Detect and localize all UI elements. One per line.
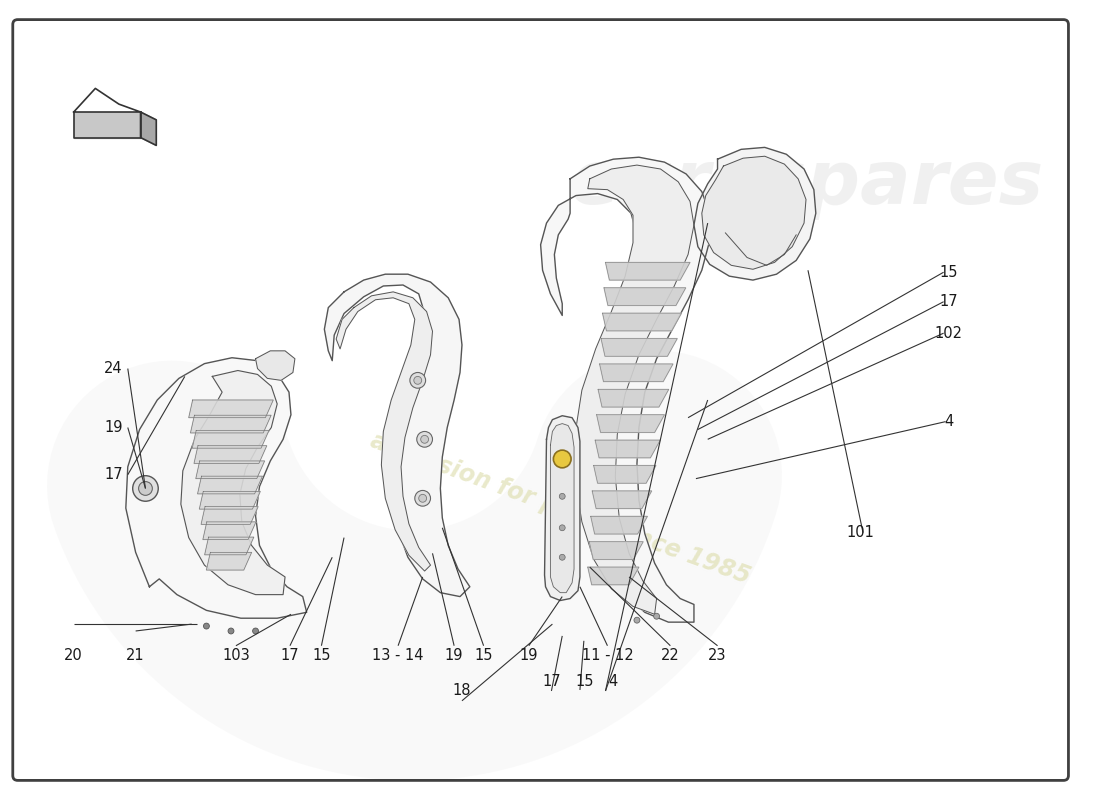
Circle shape: [559, 554, 565, 560]
Text: 18: 18: [453, 683, 471, 698]
Text: 19: 19: [104, 420, 123, 435]
Polygon shape: [594, 466, 656, 483]
Text: 11 - 12: 11 - 12: [582, 648, 634, 663]
Polygon shape: [189, 400, 273, 418]
Text: 17: 17: [939, 294, 958, 310]
Polygon shape: [601, 338, 678, 356]
Polygon shape: [587, 567, 639, 585]
Polygon shape: [591, 516, 648, 534]
Polygon shape: [207, 552, 252, 570]
Polygon shape: [702, 156, 806, 270]
Polygon shape: [592, 491, 651, 509]
Polygon shape: [196, 461, 265, 478]
Text: a passion for parts since 1985: a passion for parts since 1985: [367, 428, 754, 588]
Polygon shape: [74, 112, 141, 138]
Polygon shape: [205, 537, 254, 555]
Polygon shape: [141, 112, 156, 146]
Polygon shape: [192, 430, 268, 448]
Text: 23: 23: [708, 648, 727, 663]
Polygon shape: [74, 89, 141, 112]
Polygon shape: [598, 390, 669, 407]
Polygon shape: [194, 446, 267, 463]
Polygon shape: [180, 370, 285, 594]
Text: 20: 20: [64, 648, 84, 663]
Circle shape: [634, 618, 640, 623]
Text: 15: 15: [939, 265, 958, 280]
Text: 101: 101: [846, 525, 874, 540]
Text: 22: 22: [661, 648, 680, 663]
Polygon shape: [694, 147, 816, 280]
Text: 102: 102: [935, 326, 962, 341]
Text: 24: 24: [104, 361, 123, 376]
Polygon shape: [190, 415, 271, 433]
Circle shape: [419, 494, 427, 502]
Circle shape: [559, 494, 565, 499]
Circle shape: [133, 476, 158, 502]
Text: eurospares: eurospares: [569, 147, 1043, 220]
Polygon shape: [600, 364, 673, 382]
Polygon shape: [199, 491, 261, 509]
Text: 15: 15: [575, 674, 594, 689]
Text: 21: 21: [126, 648, 145, 663]
Polygon shape: [540, 158, 710, 622]
Text: 4: 4: [608, 674, 618, 689]
Polygon shape: [595, 440, 660, 458]
Polygon shape: [125, 358, 307, 618]
Text: 17: 17: [104, 467, 123, 482]
Polygon shape: [596, 414, 664, 433]
Circle shape: [414, 377, 421, 384]
Text: 17: 17: [542, 674, 561, 689]
Circle shape: [228, 628, 234, 634]
Polygon shape: [604, 288, 685, 306]
Circle shape: [204, 623, 209, 629]
Circle shape: [553, 450, 571, 468]
Polygon shape: [198, 476, 263, 494]
Polygon shape: [603, 313, 682, 331]
Circle shape: [410, 373, 426, 388]
Circle shape: [417, 431, 432, 447]
Polygon shape: [590, 542, 644, 559]
Polygon shape: [324, 274, 470, 597]
Circle shape: [415, 490, 430, 506]
Text: 19: 19: [519, 648, 538, 663]
Text: 17: 17: [280, 648, 299, 663]
Text: 4: 4: [944, 414, 954, 429]
Polygon shape: [337, 292, 432, 571]
Text: 15: 15: [474, 648, 493, 663]
Polygon shape: [201, 506, 258, 524]
Circle shape: [139, 482, 153, 495]
Text: 15: 15: [312, 648, 331, 663]
Text: 13 - 14: 13 - 14: [372, 648, 424, 663]
Circle shape: [559, 525, 565, 530]
Polygon shape: [202, 522, 256, 539]
Polygon shape: [575, 165, 694, 614]
Circle shape: [253, 628, 258, 634]
Text: 103: 103: [222, 648, 250, 663]
Polygon shape: [255, 351, 295, 380]
Polygon shape: [550, 423, 574, 593]
Polygon shape: [544, 416, 580, 601]
Text: 19: 19: [444, 648, 463, 663]
Circle shape: [653, 614, 660, 619]
Polygon shape: [605, 262, 690, 280]
Circle shape: [420, 435, 429, 443]
